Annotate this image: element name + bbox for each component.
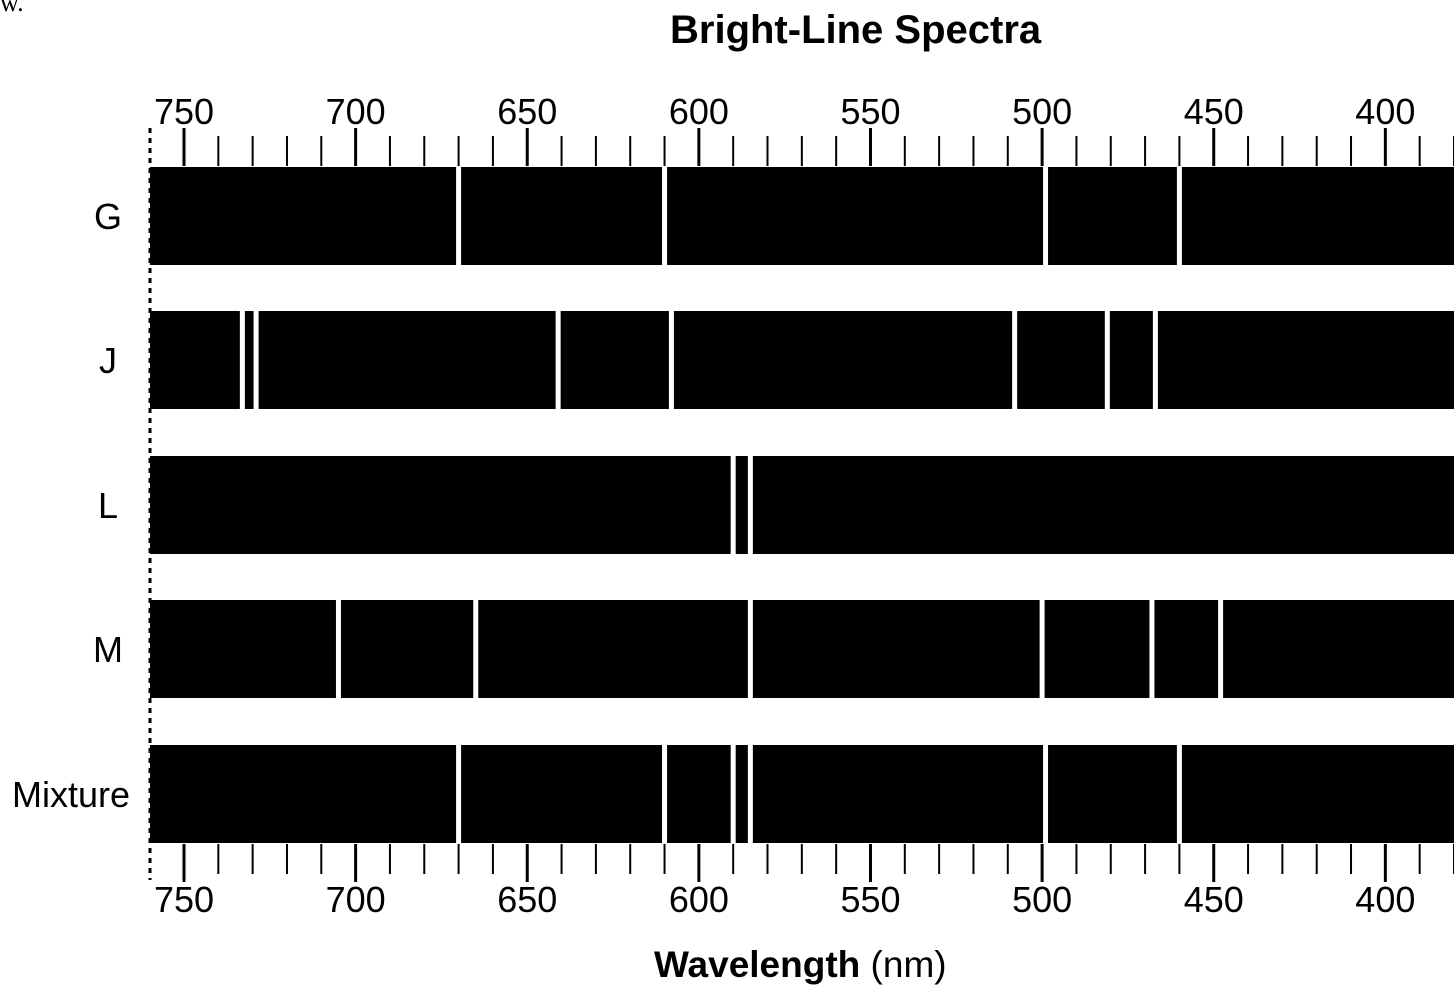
row-label-g: G <box>94 196 122 237</box>
top-tick-label: 650 <box>497 91 557 132</box>
bright-line <box>730 456 736 554</box>
top-tick-label: 400 <box>1355 91 1415 132</box>
spectrum-band-m <box>150 600 1454 698</box>
x-axis-label: Wavelength (nm) <box>654 944 947 986</box>
bright-line <box>747 600 753 698</box>
bottom-tick-label: 650 <box>497 879 557 920</box>
cropped-text-fragment: w. <box>0 0 24 17</box>
top-tick-label: 450 <box>1184 91 1244 132</box>
bright-line <box>1012 311 1018 409</box>
bottom-tick-label: 450 <box>1184 879 1244 920</box>
bright-line <box>1043 167 1049 265</box>
bright-line <box>662 745 668 843</box>
bright-line <box>1104 311 1110 409</box>
top-tick-label: 700 <box>326 91 386 132</box>
bottom-tick-label: 600 <box>669 879 729 920</box>
bright-line <box>1149 600 1155 698</box>
bright-line <box>1043 745 1049 843</box>
row-label-m: M <box>93 629 123 670</box>
row-label-l: L <box>98 485 118 526</box>
x-axis-label-unit: (nm) <box>870 944 947 985</box>
bright-line <box>747 745 753 843</box>
bottom-tick-label: 500 <box>1012 879 1072 920</box>
bottom-tick-label: 400 <box>1355 879 1415 920</box>
bright-line <box>1039 600 1045 698</box>
spectrum-band-j <box>150 311 1454 409</box>
bright-line <box>456 167 462 265</box>
top-tick-label: 750 <box>154 91 214 132</box>
row-label-j: J <box>99 340 117 381</box>
bright-line <box>668 311 674 409</box>
bottom-tick-label: 700 <box>326 879 386 920</box>
bright-line <box>1218 600 1224 698</box>
x-axis-label-quantity: Wavelength <box>654 944 861 985</box>
top-tick-label: 550 <box>840 91 900 132</box>
top-tick-label: 600 <box>669 91 729 132</box>
spectrum-band-g <box>150 167 1454 265</box>
bright-line <box>662 167 668 265</box>
bright-line <box>1176 167 1182 265</box>
bright-line <box>555 311 561 409</box>
bright-line <box>730 745 736 843</box>
bright-line <box>1176 745 1182 843</box>
spectrum-band-mixture <box>150 745 1454 843</box>
bottom-tick-label: 750 <box>154 879 214 920</box>
row-label-mixture: Mixture <box>12 774 130 815</box>
chart-title: Bright-Line Spectra <box>670 8 1042 52</box>
top-tick-label: 500 <box>1012 91 1072 132</box>
bright-line <box>239 311 245 409</box>
bright-line <box>1152 311 1158 409</box>
bright-line <box>473 600 479 698</box>
bottom-tick-label: 550 <box>840 879 900 920</box>
bright-line <box>253 311 259 409</box>
spectrum-band-l <box>150 456 1454 554</box>
bright-line <box>335 600 341 698</box>
bright-line <box>747 456 753 554</box>
bright-line <box>456 745 462 843</box>
